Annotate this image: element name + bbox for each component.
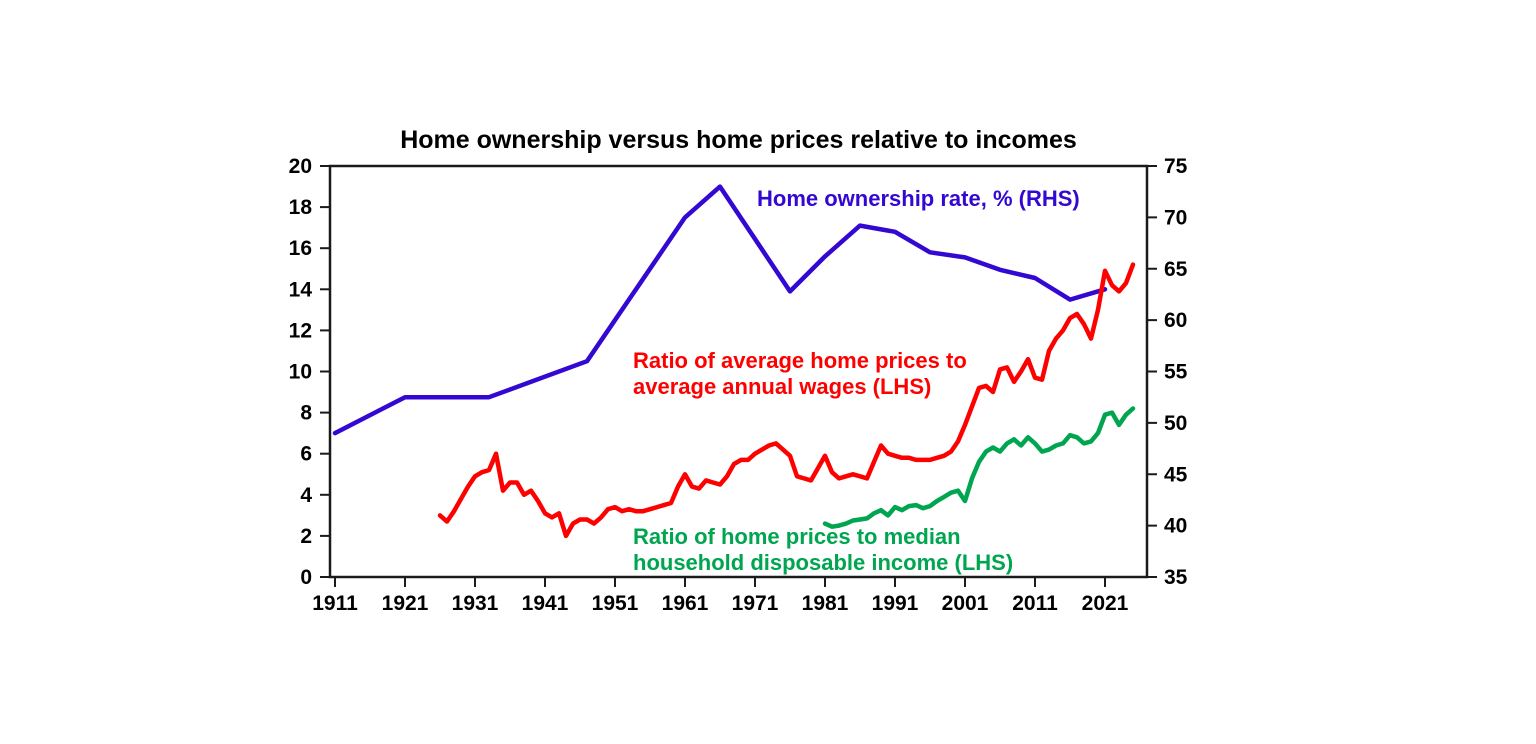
right-axis-tick-label: 45 xyxy=(1164,463,1188,486)
series-line-price_to_wage_ratio xyxy=(437,262,1136,539)
series-label-line: Home ownership rate, % (RHS) xyxy=(757,186,1080,211)
left-axis-tick-label: 0 xyxy=(300,566,312,589)
series-line-price_to_household_income_ratio xyxy=(822,406,1136,529)
x-axis-tick-label: 2001 xyxy=(942,592,989,615)
left-axis-tick-label: 20 xyxy=(289,155,312,178)
x-axis-tick-label: 1921 xyxy=(382,592,429,615)
left-axis-tick-label: 14 xyxy=(289,278,313,301)
x-axis-tick-label: 1931 xyxy=(452,592,499,615)
left-axis-tick-label: 18 xyxy=(289,196,313,219)
series-label-line: household disposable income (LHS) xyxy=(633,550,1014,575)
left-axis-tick-label: 4 xyxy=(300,484,312,507)
x-axis-tick-label: 1991 xyxy=(872,592,919,615)
x-axis-tick-label: 1951 xyxy=(592,592,639,615)
left-axis-tick-label: 10 xyxy=(289,361,312,384)
series-label-line: Ratio of home prices to median xyxy=(633,524,961,549)
x-axis-tick-label: 2021 xyxy=(1082,592,1129,615)
right-axis-tick-label: 55 xyxy=(1164,361,1188,384)
series-line-home_ownership_rate xyxy=(332,184,1108,436)
left-axis-tick-label: 16 xyxy=(289,237,312,260)
x-axis-tick-label: 1981 xyxy=(802,592,849,615)
left-axis-tick-label: 12 xyxy=(289,319,312,342)
left-axis-tick-label: 2 xyxy=(300,525,312,548)
x-axis-tick-label: 1971 xyxy=(732,592,779,615)
series-label-line: average annual wages (LHS) xyxy=(633,374,932,399)
right-axis-tick-label: 40 xyxy=(1164,515,1187,538)
x-axis-tick-label: 1961 xyxy=(662,592,709,615)
series-label-price-to-income: Ratio of home prices to median household… xyxy=(633,524,1013,576)
series-label-price-to-wage: Ratio of average home prices to average … xyxy=(633,348,967,400)
series-label-home-ownership: Home ownership rate, % (RHS) xyxy=(757,186,1080,212)
x-axis-tick-label: 1911 xyxy=(312,592,358,615)
left-axis-tick-label: 6 xyxy=(300,443,312,466)
right-axis-tick-label: 75 xyxy=(1164,155,1188,178)
left-axis-tick-label: 8 xyxy=(300,402,312,425)
right-axis-tick-label: 60 xyxy=(1164,309,1187,332)
series-label-line: Ratio of average home prices to xyxy=(633,348,967,373)
x-axis-tick-label: 2011 xyxy=(1012,592,1058,615)
right-axis-tick-label: 65 xyxy=(1164,258,1188,281)
chart-title: Home ownership versus home prices relati… xyxy=(400,126,1077,154)
right-axis-tick-label: 50 xyxy=(1164,412,1187,435)
right-axis-tick-label: 70 xyxy=(1164,206,1187,229)
right-axis-tick-label: 35 xyxy=(1164,566,1188,589)
x-axis-tick-label: 1941 xyxy=(522,592,569,615)
